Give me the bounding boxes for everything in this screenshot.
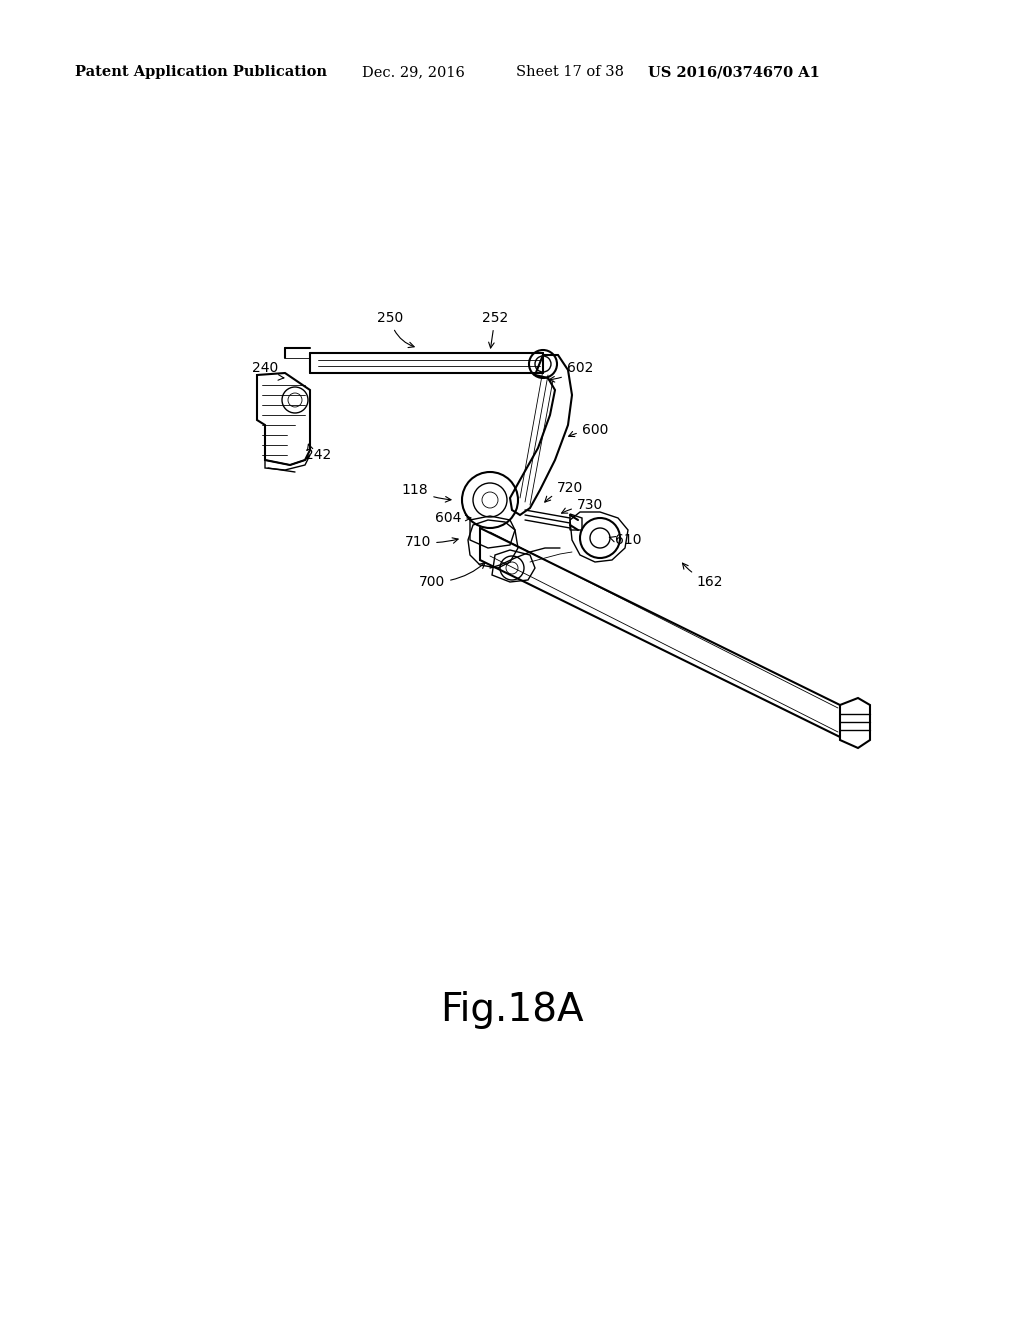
Text: 250: 250 [377, 312, 414, 347]
Text: 700: 700 [419, 562, 485, 589]
Text: 730: 730 [561, 498, 603, 513]
Text: 240: 240 [252, 360, 284, 380]
Text: Fig.18A: Fig.18A [440, 991, 584, 1030]
Text: 604: 604 [435, 511, 471, 525]
Text: 720: 720 [545, 480, 583, 502]
Text: 118: 118 [401, 483, 451, 502]
Text: 610: 610 [609, 533, 641, 546]
Text: 162: 162 [683, 564, 723, 589]
Text: US 2016/0374670 A1: US 2016/0374670 A1 [648, 65, 820, 79]
Text: 602: 602 [549, 360, 593, 381]
Text: Sheet 17 of 38: Sheet 17 of 38 [516, 65, 624, 79]
Text: 600: 600 [568, 422, 608, 437]
Text: 710: 710 [404, 535, 458, 549]
Text: 252: 252 [482, 312, 508, 348]
Text: Dec. 29, 2016: Dec. 29, 2016 [362, 65, 465, 79]
Text: 242: 242 [305, 445, 331, 462]
Text: Patent Application Publication: Patent Application Publication [75, 65, 327, 79]
